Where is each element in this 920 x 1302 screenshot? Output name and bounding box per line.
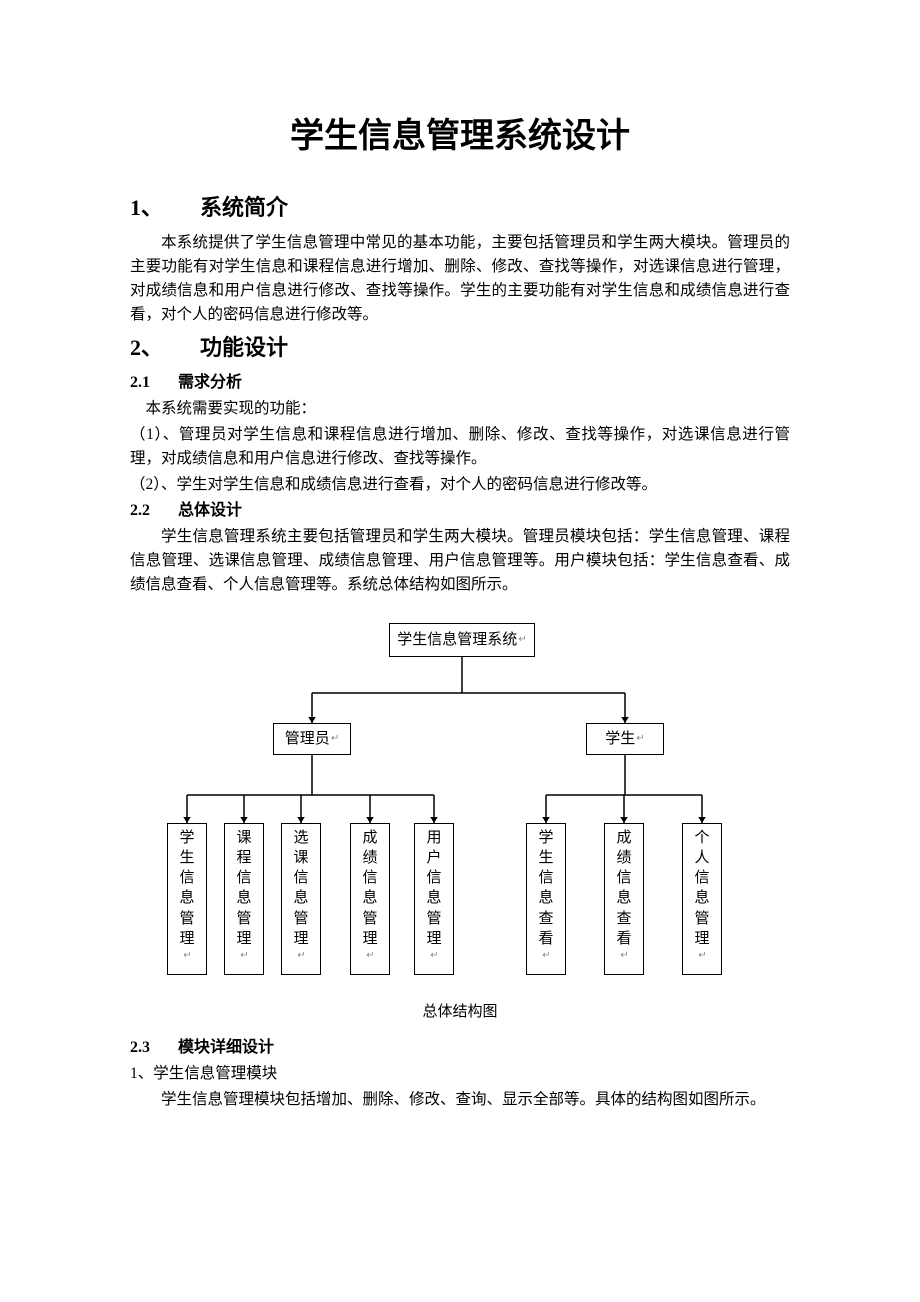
- tree-leaf-1: 课程信息管理↵: [224, 823, 264, 975]
- tree-root: 学生信息管理系统↵: [389, 623, 535, 657]
- page-title: 学生信息管理系统设计: [130, 110, 790, 163]
- tree-mid-0: 管理员↵: [273, 723, 351, 755]
- tree-mid-1: 学生↵: [586, 723, 664, 755]
- tree-leaf-3: 成绩信息管理↵: [350, 823, 390, 975]
- req-item-1: （1）、管理员对学生信息和课程信息进行增加、删除、修改、查找等操作，对选课信息进…: [130, 423, 790, 471]
- tree-leaf-0: 学生信息管理↵: [167, 823, 207, 975]
- section-2-2-title: 总体设计: [178, 502, 242, 519]
- intro-paragraph: 本系统提供了学生信息管理中常见的基本功能，主要包括管理员和学生两大模块。管理员的…: [130, 231, 790, 327]
- section-2-3-heading: 2.3模块详细设计: [130, 1036, 790, 1061]
- module-1-title: 1、学生信息管理模块: [130, 1062, 790, 1086]
- section-2-2-number: 2.2: [130, 499, 178, 524]
- section-2-1-title: 需求分析: [178, 374, 242, 391]
- tree-leaf-2: 选课信息管理↵: [281, 823, 321, 975]
- section-2-number: 2、: [130, 331, 200, 365]
- overall-paragraph: 学生信息管理系统主要包括管理员和学生两大模块。管理员模块包括：学生信息管理、课程…: [130, 525, 790, 597]
- diagram-caption: 总体结构图: [130, 1001, 790, 1024]
- section-2-title: 功能设计: [200, 335, 288, 360]
- section-2-2-heading: 2.2总体设计: [130, 499, 790, 524]
- section-2-1-number: 2.1: [130, 371, 178, 396]
- section-2-heading: 2、功能设计: [130, 331, 790, 365]
- tree-leaf-5: 学生信息查看↵: [526, 823, 566, 975]
- section-2-3-title: 模块详细设计: [178, 1039, 274, 1056]
- req-intro: 本系统需要实现的功能：: [130, 397, 790, 421]
- structure-diagram: 学生信息管理系统↵ 管理员↵ 学生↵ 学生信息管理↵ 课程信息管理↵ 选课信息管理↵ 成绩信…: [130, 623, 790, 983]
- req-item-2: （2）、学生对学生信息和成绩信息进行查看，对个人的密码信息进行修改等。: [130, 473, 790, 497]
- tree-leaf-4: 用户信息管理↵: [414, 823, 454, 975]
- section-1-title: 系统简介: [200, 195, 288, 220]
- section-1-heading: 1、系统简介: [130, 191, 790, 225]
- tree-leaf-6: 成绩信息查看↵: [604, 823, 644, 975]
- section-2-1-heading: 2.1需求分析: [130, 371, 790, 396]
- tree-leaf-7: 个人信息管理↵: [682, 823, 722, 975]
- section-2-3-number: 2.3: [130, 1036, 178, 1061]
- module-1-body: 学生信息管理模块包括增加、删除、修改、查询、显示全部等。具体的结构图如图所示。: [130, 1088, 790, 1112]
- section-1-number: 1、: [130, 191, 200, 225]
